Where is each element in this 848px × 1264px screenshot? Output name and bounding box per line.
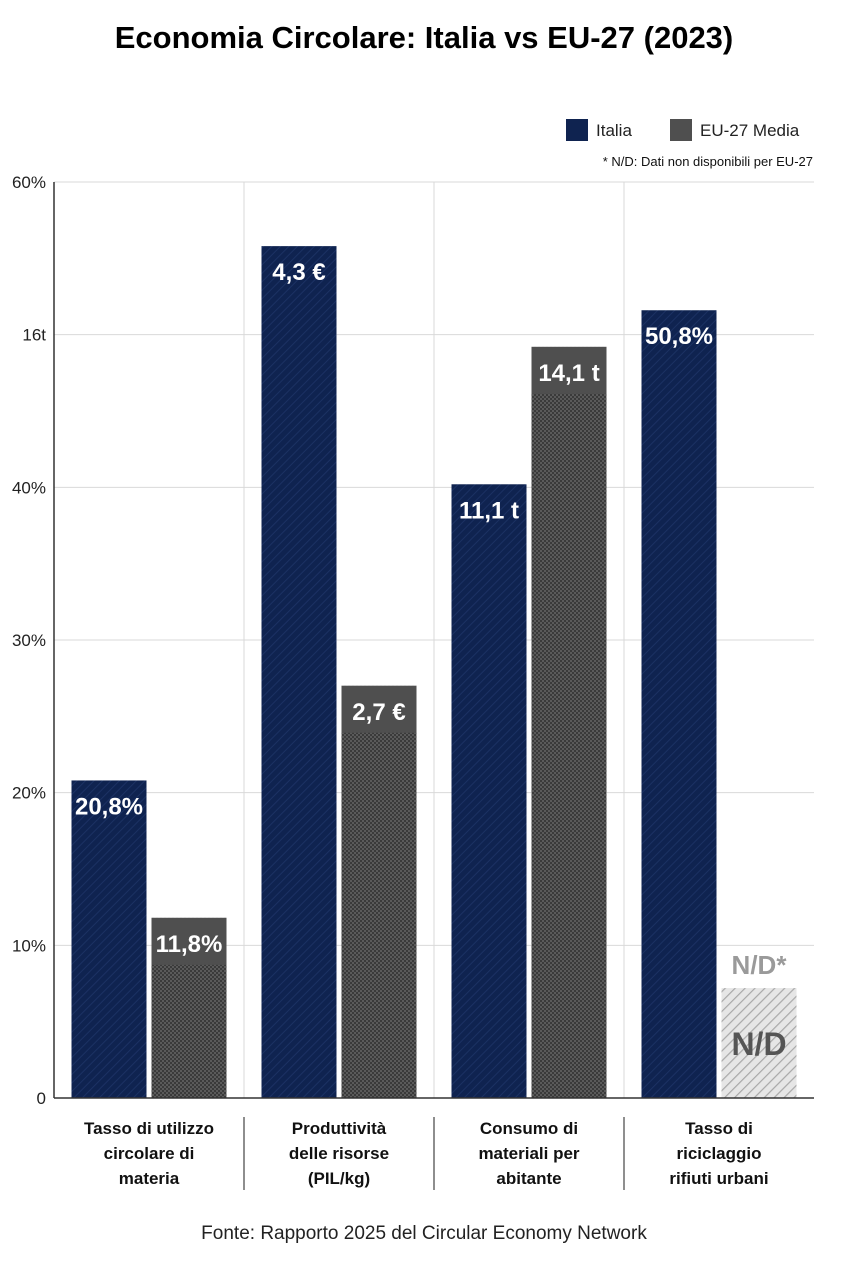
missing-value-label: N/D* <box>732 950 788 980</box>
category-label: Consumo di <box>480 1119 578 1138</box>
legend-label-eu27: EU-27 Media <box>700 121 800 140</box>
bar-label-band <box>531 346 607 394</box>
category-label: abitante <box>496 1169 561 1188</box>
missing-data-note: * N/D: Dati non disponibili per EU-27 <box>603 154 813 169</box>
y-tick-label: 60% <box>12 173 46 192</box>
category-label: rifiuti urbani <box>669 1169 768 1188</box>
data-labels: 20,8% 11,8% 4,3 € 2,7 € 11,1 t 14,1 t 50,8% N/D… <box>75 259 787 1062</box>
category-label: Tasso di utilizzo <box>84 1119 214 1138</box>
axes <box>53 182 814 1190</box>
category-label: (PIL/kg) <box>308 1169 370 1188</box>
bar-italia <box>261 246 337 1098</box>
y-tick-label: 20% <box>12 784 46 803</box>
data-label: 20,8% <box>75 793 143 820</box>
category-label: delle risorse <box>289 1144 389 1163</box>
data-label: 14,1 t <box>538 360 599 387</box>
legend-label-italia: Italia <box>596 121 632 140</box>
y-tick-label: 30% <box>12 631 46 650</box>
y-tick-label: 10% <box>12 936 46 955</box>
legend: Italia EU-27 Media <box>566 119 800 141</box>
data-label: 50,8% <box>645 323 713 350</box>
category-label: Tasso di <box>685 1119 753 1138</box>
bars <box>71 246 797 1098</box>
bar-label-band <box>341 685 417 733</box>
chart-title: Economia Circolare: Italia vs EU-27 (202… <box>115 20 734 55</box>
bar-italia <box>641 310 717 1098</box>
data-label: 4,3 € <box>272 259 325 286</box>
legend-swatch-eu27 <box>670 119 692 141</box>
source-note: Fonte: Rapporto 2025 del Circular Econom… <box>201 1223 647 1244</box>
data-label: 2,7 € <box>352 699 405 726</box>
bar-italia <box>451 484 527 1098</box>
legend-swatch-italia <box>566 119 588 141</box>
bar-italia <box>71 780 147 1098</box>
bar-missing-eu27 <box>721 988 797 1098</box>
y-axis-ticks: 0 10% 20% 30% 40% 16t 60% <box>12 173 46 1108</box>
y-tick-label: 0 <box>37 1089 46 1108</box>
bar-eu27 <box>531 346 607 1098</box>
category-label: Produttività <box>292 1119 387 1138</box>
bar-label-band <box>151 917 227 965</box>
y-tick-label: 40% <box>12 478 46 497</box>
gridlines <box>54 181 814 1098</box>
data-label: 11,8% <box>156 931 223 958</box>
category-label: riciclaggio <box>676 1144 761 1163</box>
missing-value-inner-label: N/D <box>731 1026 786 1062</box>
category-label: materiali per <box>478 1144 579 1163</box>
category-labels: Tasso di utilizzo circolare di materia Prod… <box>84 1119 769 1188</box>
bar-eu27 <box>341 685 417 1098</box>
y-tick-label: 16t <box>22 326 46 345</box>
category-label: circolare di <box>104 1144 195 1163</box>
data-label: 11,1 t <box>459 497 519 524</box>
category-label: materia <box>119 1169 180 1188</box>
